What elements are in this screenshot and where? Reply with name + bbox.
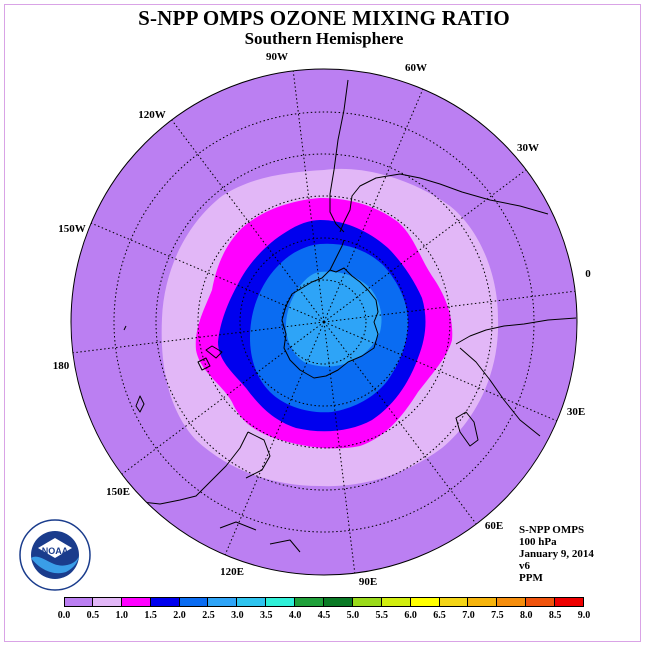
antarctic-peninsula (329, 239, 345, 271)
africa-coast (455, 317, 577, 437)
colorbar-segment (410, 597, 440, 607)
colorbar-segment (555, 597, 584, 607)
lon-label-30w: 30W (517, 142, 539, 154)
lon-label-60e: 60E (484, 520, 504, 532)
colorbar-tick-label: 0.0 (57, 610, 71, 621)
colorbar-segment (352, 597, 382, 607)
colorbar-segment (497, 597, 527, 607)
colorbar-tick-label: 1.5 (144, 610, 157, 621)
antarctica-outline (281, 267, 379, 379)
latitude-circle-45s (197, 195, 451, 449)
colorbar-tick-label: 5.5 (375, 610, 389, 621)
map-subtitle: Southern Hemisphere (244, 29, 404, 48)
colorbar-segment (295, 597, 324, 607)
colorbar-segment (266, 597, 296, 607)
lon-label-90w: 90W (266, 51, 288, 63)
island-detail (123, 325, 145, 413)
frame-border-bottom (4, 641, 641, 642)
colorbar-segment (526, 597, 556, 607)
colorbar-tick-label: 7.5 (491, 610, 504, 621)
map-disc (71, 69, 577, 575)
logo-text: NOAA (42, 546, 69, 556)
colorbar-segment (208, 597, 238, 607)
colorbar-segment (237, 597, 267, 607)
frame-border-right (640, 4, 641, 642)
map-title: S-NPP OMPS OZONE MIXING RATIO (138, 6, 510, 30)
colorbar-tick-label: 2.5 (202, 610, 215, 621)
lon-label-90e: 90E (358, 576, 378, 588)
colorbar-segment (92, 597, 122, 607)
colorbar-tick-label: 9.0 (577, 610, 591, 621)
colorbar-tick-label: 6.5 (433, 610, 446, 621)
latitude-circle-75s (281, 279, 367, 365)
colorbar-tick-label: 8.0 (519, 610, 533, 621)
colorbar-segment (64, 597, 93, 607)
lon-label-120e: 120E (220, 566, 244, 578)
colorbar-tick-label: 3.5 (259, 610, 273, 621)
noaa-logo: NOAA (19, 519, 91, 591)
latitude-circle-15s (113, 111, 535, 533)
colorbar-segment (468, 597, 498, 607)
info-block: S-NPP OMPS 100 hPa January 9, 2014 v6 PP… (519, 524, 594, 584)
south-america-coast (329, 79, 549, 233)
colorbar-tick-label: 4.0 (288, 610, 302, 621)
map-boundary (70, 68, 578, 576)
latitude-circle-30s (155, 153, 493, 491)
lon-label-0: 0 (585, 268, 591, 280)
lon-label-150e: 150E (106, 486, 130, 498)
info-instrument: S-NPP OMPS (519, 524, 585, 536)
colorbar-segment (439, 597, 469, 607)
info-date: January 9, 2014 (519, 548, 594, 560)
colorbar-tick-label: 0.5 (86, 610, 100, 621)
lon-label-150w: 150W (58, 223, 86, 235)
colorbar-tick-label: 3.0 (231, 610, 244, 621)
frame-border-top (4, 4, 641, 5)
colorbar-segment (179, 597, 209, 607)
coastlines (123, 79, 577, 561)
colorbar-tick-label: 7.0 (462, 610, 475, 621)
australia-coast (141, 431, 271, 505)
info-level: 100 hPa (519, 536, 557, 548)
contour-2.5-3.0 (286, 271, 382, 367)
colorbar-segment (121, 597, 151, 607)
latitude-circle-60s (239, 237, 409, 407)
madagascar (455, 411, 479, 447)
colorbar-segment (381, 597, 411, 607)
colorbar-tick-label: 5.0 (346, 610, 360, 621)
frame-border-left (4, 4, 5, 642)
new-zealand (197, 345, 223, 371)
colorbar-tick-label: 4.5 (317, 610, 331, 621)
colorbar-tick-label: 1.0 (115, 610, 129, 621)
colorbar-tick-label: 8.5 (548, 610, 562, 621)
lon-label-60w: 60W (405, 62, 427, 74)
colorbar-tick-label: 6.0 (404, 610, 417, 621)
lon-label-30e: 30E (566, 406, 586, 418)
graticule (72, 70, 576, 574)
colorbar-tick-label: 2.0 (173, 610, 186, 621)
colorbar-segment (150, 597, 180, 607)
lon-label-120w: 120W (138, 109, 166, 121)
info-units: PPM (519, 572, 543, 584)
lon-label-180: 180 (52, 360, 70, 372)
info-version: v6 (519, 560, 530, 572)
colorbar-segment (324, 597, 353, 607)
